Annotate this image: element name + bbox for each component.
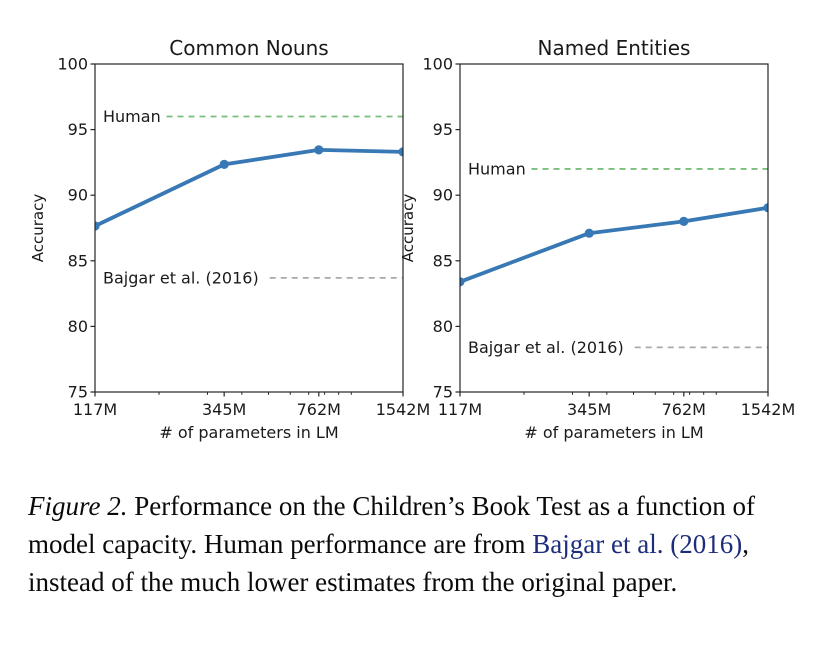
data-point-marker — [219, 159, 229, 169]
x-tick-label: 1542M — [376, 400, 431, 419]
series-group — [95, 145, 403, 231]
caption-text: model capacity. Human performance are fr… — [28, 529, 533, 559]
data-point-marker — [460, 277, 465, 287]
x-axis-label: # of parameters in LM — [524, 423, 703, 442]
data-point-marker — [679, 216, 689, 226]
x-tick-label: 117M — [73, 400, 117, 419]
human-reference-label: Human — [103, 107, 161, 126]
caption-text: instead of the much lower estimates from… — [28, 567, 678, 597]
x-axis-label: # of parameters in LM — [159, 423, 338, 442]
data-point-marker — [95, 221, 100, 231]
x-tick-label: 345M — [202, 400, 246, 419]
y-tick-label: 90 — [68, 186, 88, 205]
y-tick-label: 100 — [57, 55, 88, 74]
chart-named-entities: Named Entities Human Bajgar et al. (2016) 7… — [399, 36, 795, 442]
caption-line: instead of the much lower estimates from… — [28, 563, 820, 601]
x-tick-label: 117M — [438, 400, 482, 419]
caption-line: Figure 2. Performance on the Children’s … — [28, 487, 820, 525]
y-tick-label: 85 — [68, 251, 88, 270]
chart-title: Named Entities — [538, 36, 691, 60]
series-group — [460, 203, 768, 287]
chart-title: Common Nouns — [169, 36, 328, 60]
plot-border — [94, 63, 404, 393]
series-line — [95, 147, 403, 228]
x-tick-label: 1542M — [741, 400, 796, 419]
y-tick-label: 80 — [433, 317, 453, 336]
y-axis-label: Accuracy — [29, 194, 47, 263]
y-tick-label: 95 — [68, 120, 88, 139]
y-tick-label: 75 — [433, 383, 453, 402]
y-tick-label: 75 — [68, 383, 88, 402]
y-tick-label: 85 — [433, 251, 453, 270]
y-tick-label: 90 — [433, 186, 453, 205]
bajgar-reference-label: Bajgar et al. (2016) — [103, 268, 259, 287]
plot-border — [459, 63, 769, 393]
figure-caption: Figure 2. Performance on the Children’s … — [28, 487, 820, 601]
human-reference-label: Human — [468, 159, 526, 178]
y-axis-label: Accuracy — [399, 194, 417, 263]
caption-line: model capacity. Human performance are fr… — [28, 525, 820, 563]
y-tick-label: 95 — [433, 120, 453, 139]
caption-text: , — [742, 529, 749, 559]
x-tick-label: 762M — [297, 400, 341, 419]
y-tick-label: 100 — [422, 55, 453, 74]
citation-link[interactable]: (2016) — [670, 529, 743, 559]
data-point-marker — [398, 147, 403, 157]
citation-link[interactable]: Bajgar et al. — [532, 529, 664, 559]
cbt-accuracy-charts: Common Nouns Human Bajgar et al. (2016) 75 8… — [29, 36, 795, 442]
series-line — [460, 205, 768, 284]
x-tick-label: 345M — [567, 400, 611, 419]
bajgar-reference-label: Bajgar et al. (2016) — [468, 338, 624, 357]
data-point-marker — [763, 203, 768, 213]
x-tick-label: 762M — [662, 400, 706, 419]
caption-text: Performance on the Children’s Book Test … — [127, 491, 755, 521]
data-point-marker — [584, 228, 594, 238]
data-point-marker — [314, 145, 324, 155]
y-tick-label: 80 — [68, 317, 88, 336]
figure-label: Figure 2. — [28, 491, 128, 521]
chart-common-nouns: Common Nouns Human Bajgar et al. (2016) 75 8… — [29, 36, 430, 442]
